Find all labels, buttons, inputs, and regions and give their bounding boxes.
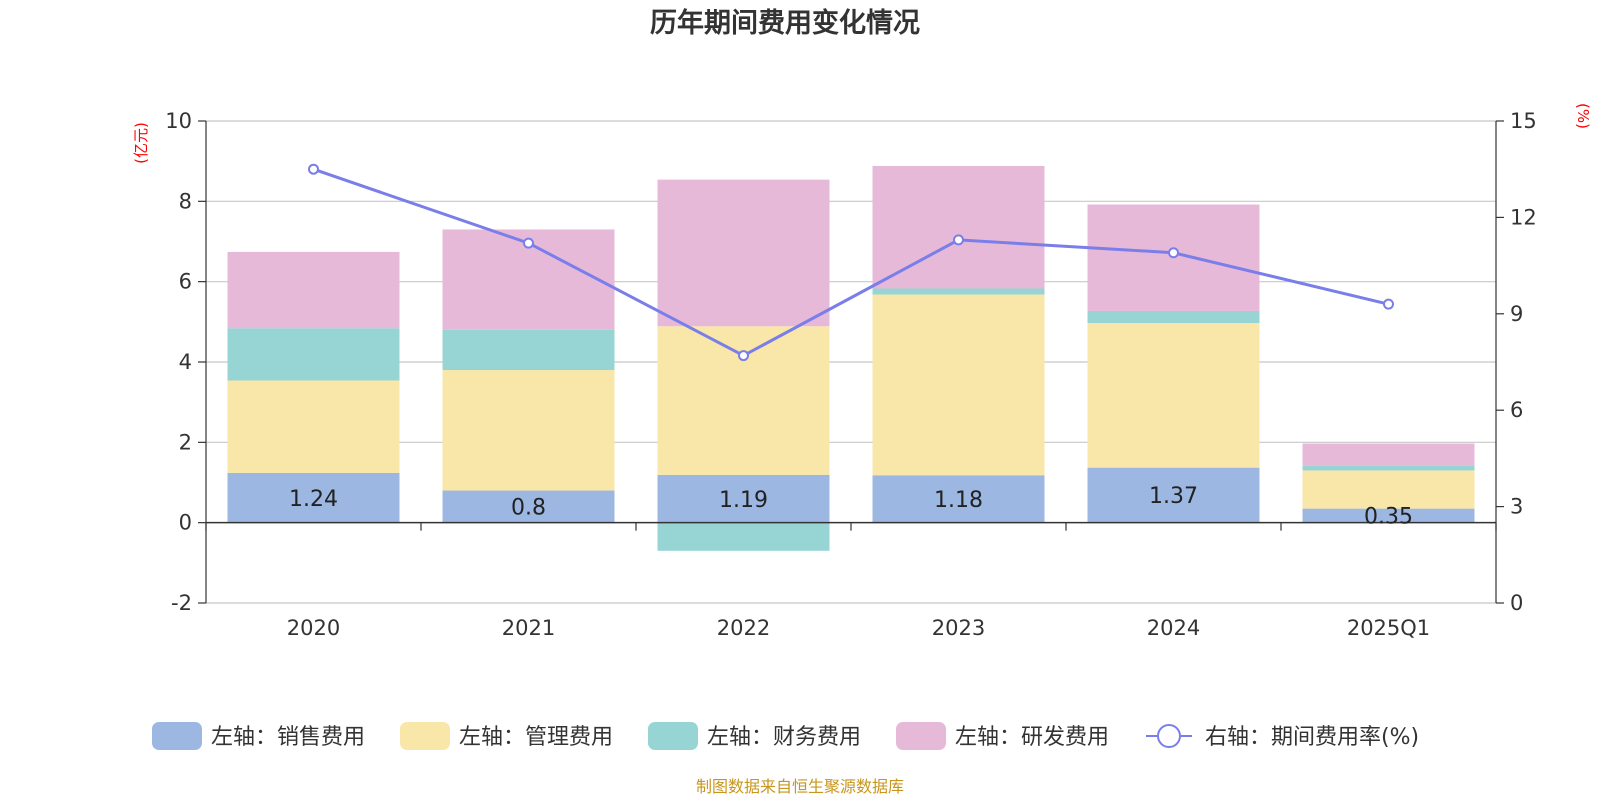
left-axis-tick-label: 4 (179, 350, 192, 374)
bar-segment (1302, 443, 1475, 466)
legend-circle-swatch (1157, 724, 1181, 748)
category-label: 2023 (932, 616, 985, 640)
rate-line-point (523, 237, 534, 249)
bar-segment (872, 294, 1045, 476)
bar-segment (657, 522, 830, 551)
bar-segment (1087, 310, 1260, 324)
rate-line-point (1383, 298, 1394, 310)
bar-segment (872, 288, 1045, 295)
category-label: 2025Q1 (1347, 616, 1430, 640)
legend-label: 左轴：销售费用 (211, 725, 365, 750)
bar-segment (442, 370, 615, 491)
right-axis-unit: (%) (1574, 103, 1592, 129)
rate-line-point (953, 234, 964, 246)
bar-segment (657, 474, 830, 523)
bar-segment (657, 179, 830, 327)
bar-data-label: 1.18 (934, 488, 983, 513)
left-axis-tick-label: 10 (165, 109, 192, 133)
bar-labels: 1.24 0.8 1.19 1.18 1.37 0.35 (289, 484, 1413, 529)
category-label: 2022 (717, 616, 770, 640)
bar-segment (227, 328, 400, 381)
expense-rate-line (308, 163, 1394, 362)
source-note: 制图数据来自恒生聚源数据库 (696, 777, 904, 796)
bar-segment (1302, 508, 1475, 523)
bar-segment (1087, 323, 1260, 468)
bar-data-label: 1.24 (289, 487, 338, 512)
bar-data-label: 0.35 (1364, 505, 1413, 530)
left-axis-tick-label: 0 (179, 511, 192, 535)
category-label: 2021 (502, 616, 555, 640)
legend-swatch (400, 722, 450, 750)
legend-label: 左轴：财务费用 (707, 725, 861, 750)
category-label: 2020 (287, 616, 340, 640)
right-axis-tick-label: 9 (1510, 302, 1523, 326)
chart-title: 历年期间费用变化情况 (650, 7, 920, 39)
bar-data-label: 1.37 (1149, 484, 1198, 509)
legend-label: 左轴：研发费用 (955, 725, 1109, 750)
category-label: 2024 (1147, 616, 1200, 640)
legend-swatch (648, 722, 698, 750)
bar-segment (657, 326, 830, 475)
bar-segment (1302, 465, 1475, 471)
bar-segment (442, 490, 615, 523)
left-axis-unit: (亿元) (132, 122, 150, 164)
bar-segment (227, 251, 400, 329)
bar-data-label: 1.19 (719, 488, 768, 513)
rate-line-point (1168, 247, 1179, 259)
legend-label: 右轴：期间费用率(%) (1205, 725, 1419, 750)
grid-lines (206, 120, 1496, 604)
right-axis-tick-label: 3 (1510, 495, 1523, 519)
left-axis-tick-label: 2 (179, 430, 192, 454)
bar-segment (1087, 467, 1260, 523)
right-axis-tick-label: 12 (1510, 205, 1537, 229)
legend-swatch (152, 722, 202, 750)
rate-line-point (308, 163, 319, 175)
bar-data-label: 0.8 (511, 496, 546, 521)
legend-swatch (896, 722, 946, 750)
axes: -2 0 2 4 6 8 10 0 3 6 9 12 15 2020 2021 2022 2023 2024 202… (165, 109, 1536, 640)
left-axis-tick-label: 8 (179, 189, 192, 213)
bar-segment (872, 475, 1045, 523)
bar-segment (442, 329, 615, 371)
bar-segment (227, 380, 400, 473)
left-axis-tick-label: -2 (171, 591, 192, 615)
left-axis-tick-label: 6 (179, 270, 192, 294)
bar-segment (227, 472, 400, 523)
legend-label: 左轴：管理费用 (459, 725, 613, 750)
rate-line-point (738, 350, 749, 362)
rate-line-path (313, 167, 1389, 358)
bars (227, 165, 1475, 551)
right-axis-tick-label: 15 (1510, 109, 1537, 133)
legend: 左轴：销售费用 左轴：管理费用 左轴：财务费用 左轴：研发费用 右轴：期间费用率(%) (152, 722, 1419, 750)
bar-segment (872, 165, 1045, 289)
right-axis-tick-label: 6 (1510, 398, 1523, 422)
right-axis-tick-label: 0 (1510, 591, 1523, 615)
bar-segment (1302, 470, 1475, 509)
